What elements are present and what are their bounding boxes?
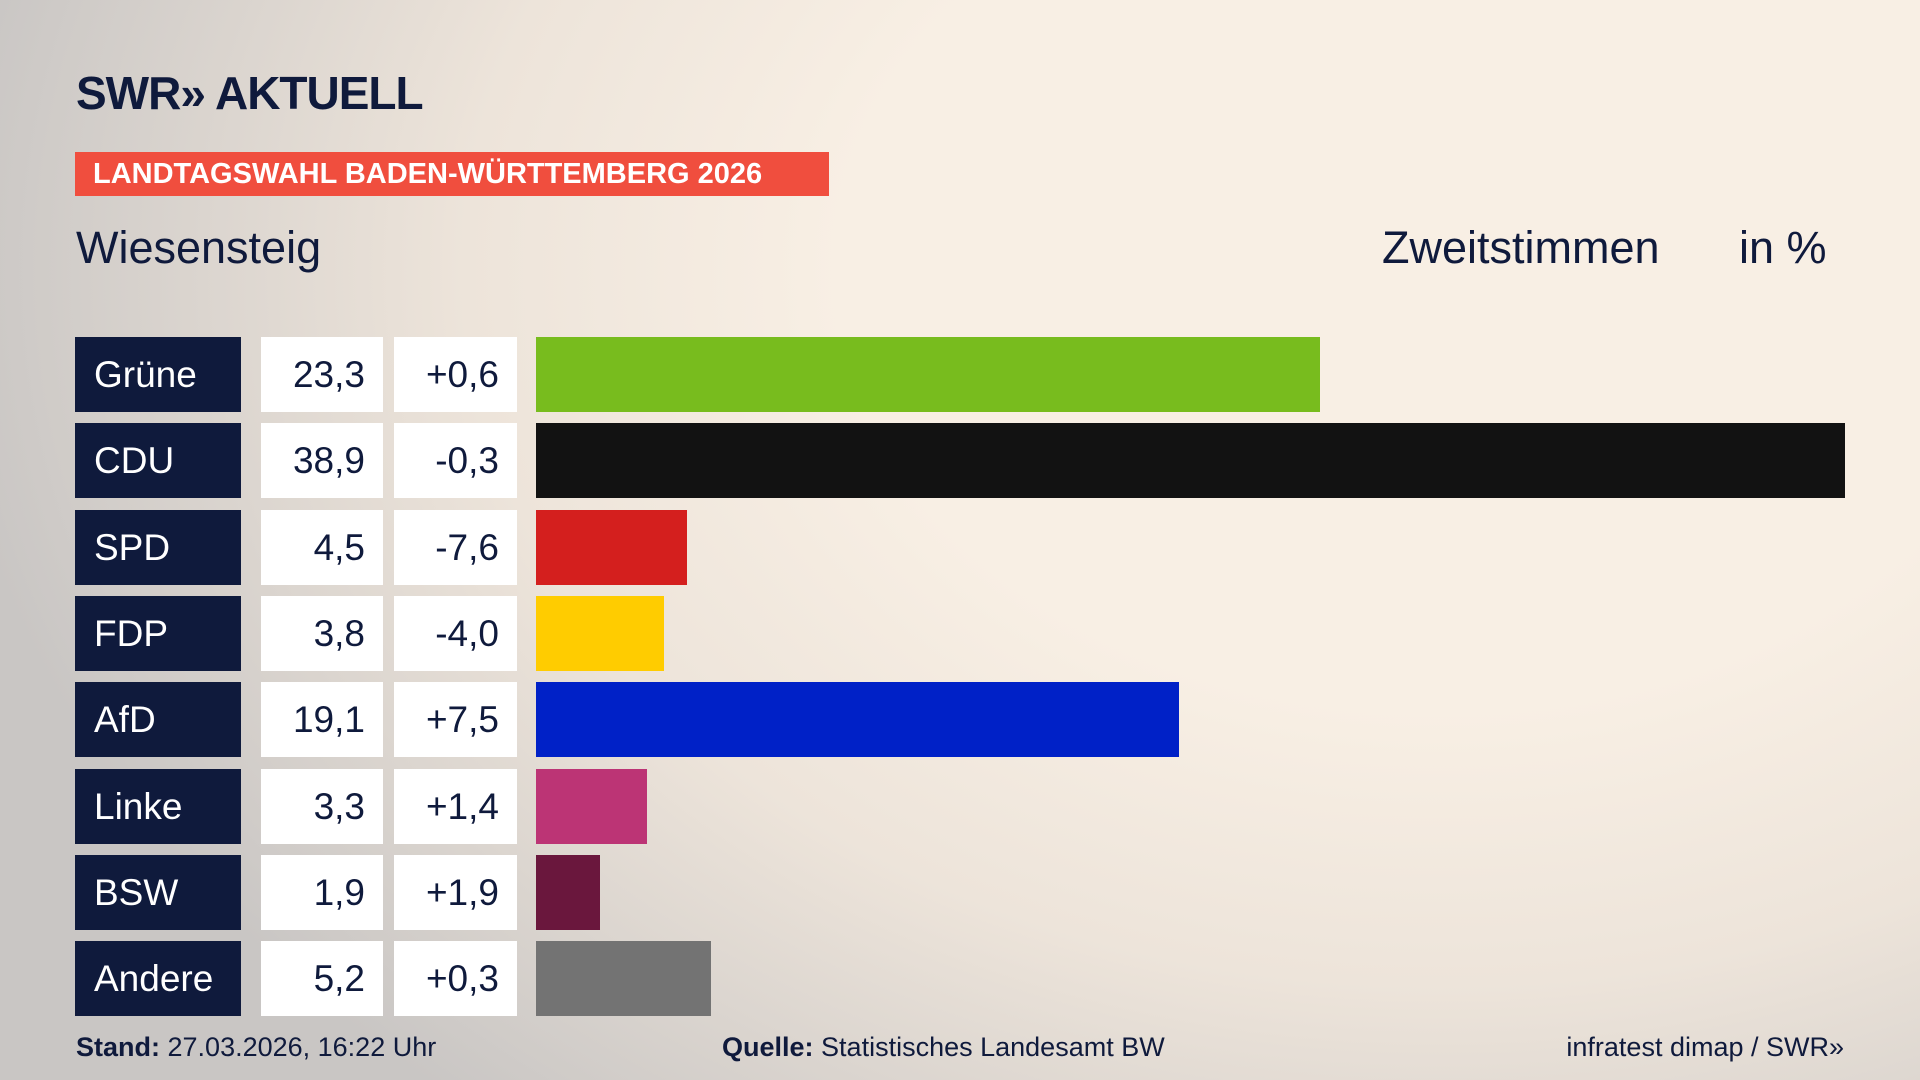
change-label: +0,3 — [394, 941, 517, 1017]
value-label: 3,8 — [261, 595, 383, 671]
party-name: FDP — [75, 595, 241, 671]
change-label: -7,6 — [394, 509, 517, 585]
source-value: Statistisches Landesamt BW — [821, 1032, 1165, 1062]
unit: in % — [1739, 222, 1827, 273]
bar — [536, 595, 664, 671]
value-label: 38,9 — [261, 423, 383, 499]
logo: SWR» AKTUELL — [76, 67, 424, 119]
change-label: +1,4 — [394, 768, 517, 844]
bar — [536, 423, 1845, 499]
value-label: 19,1 — [261, 682, 383, 758]
location: Wiesensteig — [76, 222, 322, 273]
party-name: BSW — [75, 854, 241, 930]
party-name: Grüne — [75, 337, 241, 412]
source: Quelle: Statistisches Landesamt BW — [722, 1032, 1165, 1063]
stand-label: Stand: — [76, 1032, 160, 1062]
value-label: 4,5 — [261, 509, 383, 585]
value-label: 1,9 — [261, 854, 383, 930]
party-name: Andere — [75, 941, 241, 1017]
banner: LANDTAGSWAHL BADEN-WÜRTTEMBERG 2026 — [75, 152, 829, 196]
change-label: +1,9 — [394, 854, 517, 930]
change-label: +7,5 — [394, 682, 517, 758]
value-label: 3,3 — [261, 768, 383, 844]
party-name: Linke — [75, 768, 241, 844]
bar — [536, 854, 600, 930]
change-label: -0,3 — [394, 423, 517, 499]
bar — [536, 941, 711, 1017]
party-name: AfD — [75, 682, 241, 758]
party-name: CDU — [75, 423, 241, 499]
bar — [536, 768, 648, 844]
bar — [536, 337, 1321, 412]
stand: Stand: 27.03.2026, 16:22 Uhr — [76, 1032, 436, 1063]
measure: Zweitstimmen — [1382, 222, 1660, 273]
bar — [536, 682, 1179, 758]
stand-value: 27.03.2026, 16:22 Uhr — [167, 1032, 437, 1062]
change-label: +0,6 — [394, 337, 517, 412]
party-name: SPD — [75, 509, 241, 585]
change-label: -4,0 — [394, 595, 517, 671]
credit: infratest dimap / SWR» — [1566, 1032, 1844, 1062]
value-label: 23,3 — [261, 337, 383, 412]
bar — [536, 509, 688, 585]
value-label: 5,2 — [261, 941, 383, 1017]
source-label: Quelle: — [722, 1032, 814, 1062]
